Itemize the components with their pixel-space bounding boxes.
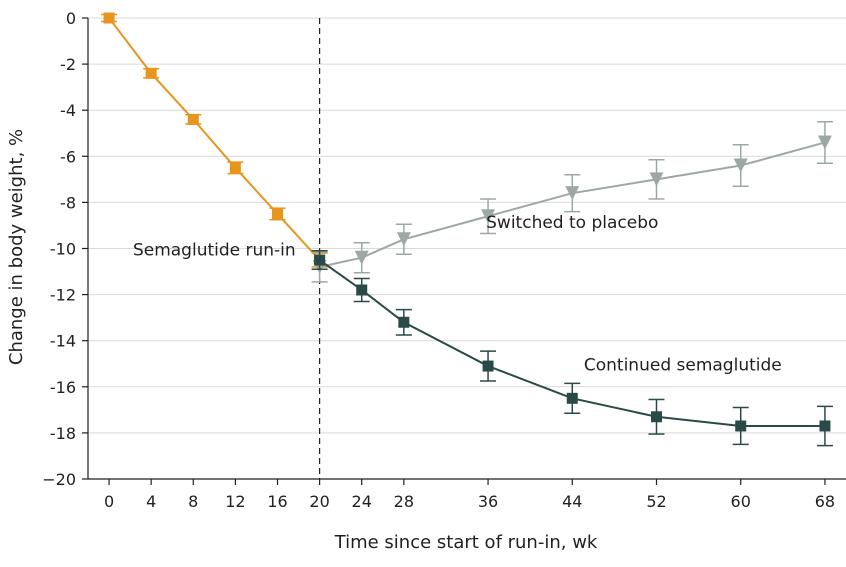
y-axis-title: Change in body weight, %	[6, 129, 27, 365]
series-line	[319, 259, 825, 427]
data-point	[356, 284, 368, 296]
data-point	[145, 67, 157, 79]
data-point	[566, 392, 578, 404]
data-point	[398, 316, 410, 328]
x-tick-label: 36	[478, 492, 498, 511]
data-point	[733, 158, 748, 173]
series-group	[101, 12, 833, 447]
y-tick-label: 0	[66, 9, 76, 28]
y-tick-label: -10	[50, 240, 76, 259]
y-tick-label: -18	[50, 424, 76, 443]
x-tick-label: 0	[104, 492, 114, 511]
series	[311, 120, 833, 283]
data-point	[187, 113, 199, 125]
series	[101, 12, 328, 268]
series-line	[319, 141, 826, 268]
series-annotation: Semaglutide run-in	[133, 240, 296, 260]
x-axis-title: Time since start of run-in, wk	[334, 532, 598, 553]
y-tick-label: -12	[50, 286, 76, 305]
data-point	[482, 360, 494, 372]
gridlines	[88, 17, 846, 434]
y-tick-label: -6	[60, 147, 76, 166]
annotations: Semaglutide run-in Switched to placebo Con…	[133, 213, 782, 376]
data-point	[396, 232, 411, 247]
data-point	[354, 250, 369, 265]
data-point	[272, 208, 283, 220]
x-tick-label: 52	[646, 492, 666, 511]
data-point	[565, 186, 580, 201]
x-tick-label: 28	[394, 492, 414, 511]
data-point	[649, 172, 664, 187]
x-tick-label: 20	[309, 492, 329, 511]
x-tick-label: 24	[352, 492, 372, 511]
data-point	[314, 254, 326, 266]
x-tick-label: 4	[146, 492, 156, 511]
y-tick-label: −20	[42, 470, 76, 489]
data-point	[735, 420, 747, 432]
data-point	[481, 209, 496, 224]
x-tick-label: 12	[225, 492, 245, 511]
data-point	[817, 135, 832, 150]
series	[311, 250, 833, 447]
x-tick-label: 68	[815, 492, 835, 511]
y-tick-label: -4	[60, 101, 76, 120]
series-annotation: Switched to placebo	[486, 213, 658, 233]
data-point	[229, 162, 241, 174]
x-tick-label: 8	[188, 492, 198, 511]
y-tick-label: -2	[60, 55, 76, 74]
series-annotation: Continued semaglutide	[584, 356, 782, 376]
y-tick-label: -16	[50, 378, 76, 397]
data-point	[819, 420, 831, 432]
data-point	[103, 12, 115, 24]
x-tick-label: 60	[731, 492, 751, 511]
series-line	[108, 17, 321, 261]
x-tick-label: 16	[267, 492, 287, 511]
y-tick-label: -14	[50, 332, 76, 351]
y-tick-label: -8	[60, 193, 76, 212]
data-point	[651, 411, 662, 423]
axes: 0 -2 -4 -6 -8 -10 -12 -14 -16 -18 −20 0 4 8 12 16 20 24 28…	[42, 9, 846, 511]
x-tick-label: 44	[562, 492, 582, 511]
